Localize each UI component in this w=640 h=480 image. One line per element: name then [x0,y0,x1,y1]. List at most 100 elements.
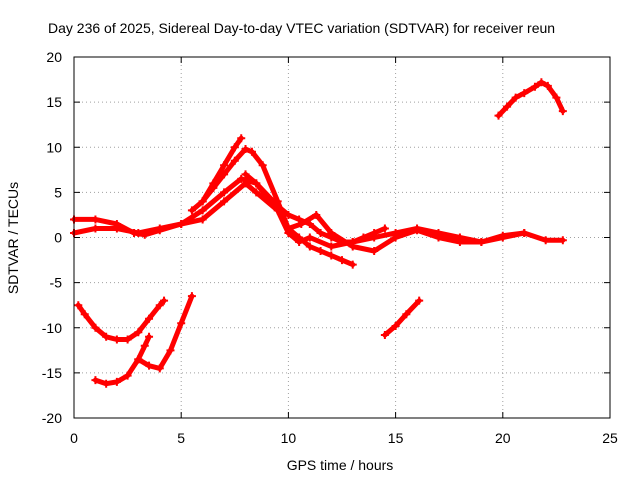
data-point-marker [112,335,121,344]
data-point-marker [252,188,261,197]
data-point-marker [455,233,464,242]
y-tick-label: -5 [50,275,63,291]
data-point-marker [241,170,250,179]
series-trace-10 [496,79,566,119]
data-point-marker [503,102,512,111]
data-point-marker [402,310,411,319]
data-point-marker [295,233,304,242]
data-point-marker [209,179,218,188]
chart-title: Day 236 of 2025, Sidereal Day-to-day VTE… [48,20,555,36]
data-point-marker [284,224,293,233]
data-point-marker [123,335,132,344]
data-point-marker [220,188,229,197]
data-point-marker [145,314,154,323]
series-group [70,78,567,388]
data-point-marker [305,233,314,242]
axis-ticks [73,56,611,419]
x-tick-label: 0 [70,430,78,446]
data-point-marker [220,161,229,170]
data-point-marker [241,179,250,188]
data-point-marker [316,247,325,256]
data-point-marker [558,107,567,116]
data-point-marker [391,321,400,330]
data-point-marker [370,228,379,237]
y-tick-label: -10 [42,320,62,336]
series-trace-6 [75,298,167,342]
x-tick-label: 10 [281,430,297,446]
series-trace-8 [135,293,195,371]
data-point-marker [198,215,207,224]
y-tick-label: 5 [54,184,62,200]
data-point-marker [80,310,89,319]
data-point-marker [252,179,261,188]
data-point-marker [558,236,567,245]
data-point-marker [273,201,282,210]
data-point-marker [140,341,149,350]
data-point-marker [537,78,546,87]
data-point-marker [198,206,207,215]
data-point-marker [145,361,154,370]
data-point-marker [155,301,164,310]
data-point-marker [312,210,321,219]
y-tick-label: 0 [54,230,62,246]
data-point-marker [380,224,389,233]
data-point-marker [134,355,143,364]
data-point-marker [187,292,196,301]
data-point-marker [498,233,507,242]
data-point-marker [241,145,250,154]
data-point-marker [295,215,304,224]
data-point-marker [177,219,186,228]
data-point-marker [91,323,100,332]
x-tick-label: 15 [388,430,404,446]
data-point-marker [91,376,100,385]
data-point-marker [237,174,246,183]
data-point-marker [155,224,164,233]
y-axis-title: SDTVAR / TECUs [5,182,21,294]
data-point-marker [541,236,550,245]
data-point-marker [543,81,552,90]
data-point-marker [102,332,111,341]
data-point-marker [370,247,379,256]
series-trace-5 [243,171,388,245]
x-tick-label: 25 [602,430,618,446]
data-point-marker [305,219,314,228]
y-tick-label: 20 [46,49,62,65]
data-point-marker [74,301,83,310]
data-point-marker [230,156,239,165]
x-tick-label: 5 [177,430,185,446]
data-point-marker [511,93,520,102]
data-point-marker [102,379,111,388]
data-point-marker [520,89,529,98]
data-point-marker [338,256,346,265]
data-point-marker [230,143,239,152]
data-point-marker [327,251,336,260]
series-trace-3 [189,146,356,268]
series-trace-9 [382,298,422,338]
data-point-marker [316,228,325,237]
data-point-marker [552,93,561,102]
x-tick-labels: 0 5 10 15 20 25 [70,430,618,446]
data-point-marker [160,296,169,305]
data-point-marker [177,319,186,328]
data-point-marker [327,242,336,251]
data-point-marker [145,332,154,341]
data-point-marker [413,224,422,233]
data-point-marker [134,228,143,237]
data-point-marker [434,228,443,237]
data-point-marker [247,147,256,156]
data-point-marker [166,346,175,355]
data-point-marker [155,364,164,373]
y-tick-labels: -20 -15 -10 -5 0 5 10 15 20 [42,49,62,426]
data-point-marker [91,215,100,224]
data-point-marker [258,161,267,170]
data-point-marker [112,377,121,386]
data-point-marker [305,242,314,251]
data-point-marker [348,238,357,247]
y-tick-label: 10 [46,139,62,155]
data-point-marker [415,296,424,305]
data-point-marker [338,238,346,247]
y-tick-label: -20 [42,410,62,426]
y-tick-label: -15 [42,365,62,381]
data-point-marker [91,224,100,233]
